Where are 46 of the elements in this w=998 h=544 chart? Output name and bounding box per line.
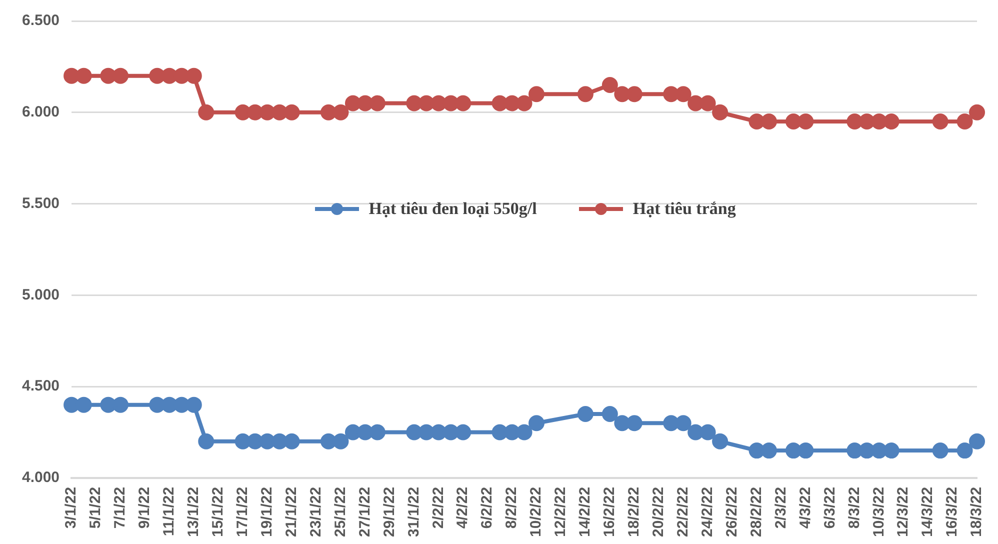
x-tick-label: 16/3/22: [944, 486, 961, 537]
y-tick-label: 4.000: [22, 469, 60, 486]
x-tick-label: 14/3/22: [919, 486, 936, 537]
x-tick-label: 9/1/22: [136, 486, 154, 529]
x-tick-label: 21/1/22: [282, 486, 300, 537]
x-tick-label: 13/1/22: [185, 486, 202, 537]
x-tick-label: 14/2/22: [576, 486, 594, 537]
x-tick-label: 27/1/22: [356, 486, 374, 537]
x-tick-label: 28/2/22: [748, 486, 765, 537]
x-tick-label: 2/2/22: [430, 486, 447, 529]
x-tick-label: 24/2/22: [698, 486, 716, 537]
x-tick-label: 10/3/22: [870, 486, 888, 537]
y-tick-label: 4.500: [22, 378, 60, 395]
y-tick-label: 6.500: [22, 12, 60, 30]
y-tick-label: 5.000: [22, 286, 60, 304]
x-tick-label: 7/1/22: [112, 486, 129, 529]
x-tick-label: 18/3/22: [968, 486, 986, 537]
legend-label: Hạt tiêu đen loại 550g/l: [368, 199, 537, 220]
x-tick-label: 10/2/22: [528, 486, 545, 537]
x-tick-label: 6/2/22: [478, 486, 496, 529]
y-tick-label: 5.500: [22, 194, 60, 212]
x-tick-label: 26/2/22: [723, 486, 740, 537]
x-tick-label: 20/2/22: [650, 486, 668, 537]
x-tick-label: 5/1/22: [87, 486, 104, 529]
x-tick-label: 23/1/22: [307, 486, 324, 537]
x-tick-label: 4/2/22: [454, 486, 472, 529]
x-tick-label: 29/1/22: [380, 486, 398, 537]
x-tick-label: 4/3/22: [796, 486, 814, 529]
x-tick-label: 12/3/22: [894, 486, 912, 537]
x-tick-label: 8/2/22: [503, 486, 520, 529]
y-tick-label: 6.000: [22, 104, 60, 121]
x-tick-label: 2/3/22: [772, 486, 790, 529]
x-tick-label: 11/1/22: [160, 486, 178, 536]
x-tick-label: 12/2/22: [552, 486, 570, 537]
x-tick-label: 25/1/22: [332, 486, 349, 537]
x-tick-label: 15/1/22: [210, 486, 227, 537]
x-tick-label: 17/1/22: [234, 486, 251, 537]
x-tick-label: 8/3/22: [846, 486, 863, 529]
x-tick-label: 16/2/22: [601, 486, 618, 537]
x-tick-label: 6/3/22: [821, 486, 838, 529]
x-tick-label: 22/2/22: [674, 486, 692, 537]
legend-label: Hạt tiêu trắng: [632, 199, 736, 220]
x-tick-label: 19/1/22: [258, 486, 276, 537]
x-tick-label: 18/2/22: [626, 486, 643, 537]
x-tick-label: 3/1/22: [62, 486, 80, 529]
x-tick-label: 31/1/22: [405, 486, 422, 537]
